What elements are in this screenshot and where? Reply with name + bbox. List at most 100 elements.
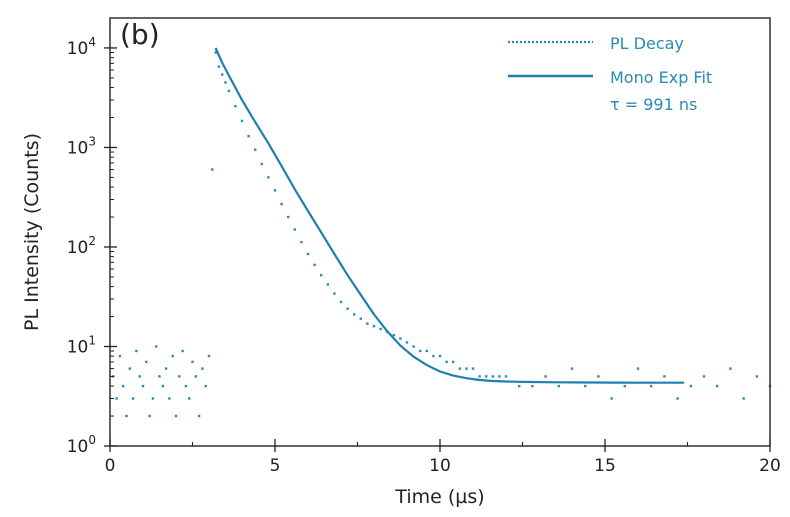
data-point — [366, 322, 369, 325]
data-point — [135, 349, 138, 353]
data-point — [161, 384, 164, 388]
y-tick-label: 100 — [67, 433, 96, 457]
data-point — [138, 375, 141, 378]
data-point — [178, 375, 181, 378]
data-point — [333, 292, 336, 295]
data-point — [306, 252, 310, 256]
data-point — [204, 384, 207, 388]
legend-label-fit: Mono Exp Fit — [610, 68, 712, 87]
data-point — [491, 375, 494, 378]
fit-line — [214, 47, 685, 384]
data-point — [353, 313, 356, 316]
data-point — [742, 397, 745, 400]
data-point — [240, 119, 244, 123]
data-point — [663, 375, 666, 378]
data-point — [128, 367, 131, 370]
data-point — [412, 345, 415, 348]
y-tick-label: 103 — [67, 134, 96, 158]
y-tick-label: 104 — [67, 35, 96, 59]
data-point — [531, 384, 534, 388]
data-point — [465, 367, 468, 370]
legend-label-pl-decay: PL Decay — [610, 34, 684, 53]
data-point — [518, 384, 521, 388]
data-point — [676, 397, 679, 400]
data-point — [217, 65, 221, 68]
data-point — [702, 375, 706, 378]
data-point — [405, 341, 409, 344]
data-point — [445, 360, 448, 364]
data-point — [689, 384, 692, 388]
y-axis-ticks: 100 101 102 103 104 — [67, 35, 117, 457]
x-tick-label: 5 — [270, 456, 281, 476]
data-point — [151, 397, 155, 400]
data-point — [280, 202, 283, 206]
data-point — [234, 105, 237, 108]
data-point — [485, 375, 488, 378]
data-point — [145, 360, 148, 364]
data-point — [432, 354, 435, 358]
panel-label: (b) — [120, 18, 160, 51]
data-point — [197, 414, 201, 418]
x-axis-ticks: 0 5 10 15 20 — [105, 439, 781, 476]
data-point — [211, 168, 214, 171]
data-point — [452, 360, 455, 364]
data-point — [201, 367, 204, 370]
data-point — [184, 384, 188, 388]
data-point — [131, 397, 135, 400]
data-point — [636, 367, 640, 370]
data-point — [115, 397, 118, 400]
data-point — [273, 189, 277, 192]
data-point — [392, 334, 395, 337]
data-point — [221, 73, 224, 76]
data-point — [339, 300, 343, 304]
data-point — [716, 384, 719, 388]
data-point — [471, 367, 475, 370]
data-point — [610, 397, 613, 400]
data-point — [544, 375, 547, 378]
data-point — [458, 367, 461, 370]
x-tick-label: 15 — [594, 456, 616, 476]
data-point — [191, 360, 194, 364]
legend: PL Decay Mono Exp Fit τ = 991 ns — [508, 34, 712, 114]
data-point — [125, 414, 128, 418]
data-point — [419, 349, 422, 353]
data-point — [207, 354, 211, 358]
data-point — [293, 228, 296, 231]
data-point — [148, 414, 151, 418]
data-point — [300, 240, 303, 244]
data-point — [346, 307, 349, 310]
data-point — [141, 384, 145, 388]
data-point — [194, 375, 197, 378]
data-point — [224, 81, 227, 84]
data-point — [597, 375, 600, 378]
data-point — [171, 354, 174, 358]
data-point — [372, 325, 376, 328]
data-point — [247, 134, 250, 138]
data-point — [326, 283, 329, 286]
data-point — [158, 375, 161, 378]
x-tick-label: 20 — [759, 456, 781, 476]
data-point — [267, 176, 270, 179]
data-point — [498, 375, 501, 378]
data-point — [254, 148, 257, 151]
data-point — [174, 414, 178, 418]
data-point — [729, 367, 732, 370]
data-point — [557, 384, 560, 388]
plot-area — [110, 18, 770, 446]
data-point — [260, 162, 263, 166]
data-point — [181, 349, 184, 353]
data-point — [164, 367, 168, 370]
data-point — [287, 215, 290, 219]
data-point — [504, 375, 508, 378]
x-axis-label: Time (µs) — [394, 486, 484, 508]
data-point — [438, 354, 442, 358]
data-point — [313, 263, 316, 267]
y-axis-label: PL Intensity (Counts) — [21, 133, 43, 331]
x-tick-label: 10 — [429, 456, 451, 476]
data-point — [359, 317, 362, 320]
data-point — [155, 345, 158, 348]
data-point — [214, 51, 217, 54]
data-point — [570, 367, 574, 370]
data-point — [399, 337, 402, 340]
